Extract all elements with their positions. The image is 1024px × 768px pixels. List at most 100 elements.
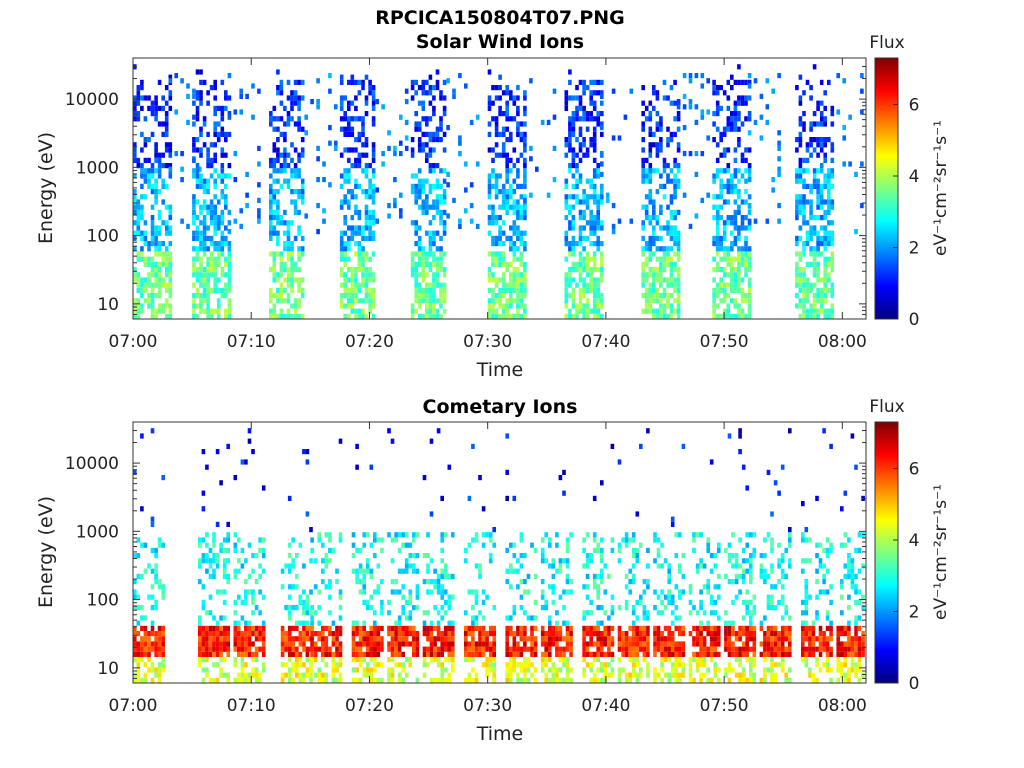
heatmap-cell: [208, 547, 213, 553]
heatmap-cell: [737, 256, 741, 262]
heatmap-cell: [220, 272, 225, 278]
heatmap-cell: [749, 558, 753, 564]
heatmap-cell: [589, 178, 593, 184]
heatmap-cell: [133, 105, 137, 111]
heatmap-cell: [731, 651, 735, 657]
heatmap-cell: [358, 646, 363, 652]
heatmap-cell: [209, 142, 214, 148]
heatmap-cell: [168, 78, 173, 84]
heatmap-cell: [491, 272, 495, 278]
heatmap-cell: [464, 83, 468, 89]
heatmap-cell: [816, 105, 820, 111]
heatmap-cell: [702, 657, 707, 663]
heatmap-cell: [357, 157, 362, 163]
heatmap-cell: [428, 131, 433, 137]
heatmap-cell: [458, 140, 462, 146]
heatmap-cell: [290, 313, 294, 319]
heatmap-cell: [164, 220, 169, 226]
heatmap-cell: [261, 636, 266, 642]
heatmap-cell: [143, 287, 148, 293]
heatmap-cell: [842, 161, 846, 167]
heatmap-cell: [752, 631, 757, 637]
heatmap-cell: [220, 189, 225, 195]
heatmap-cell: [269, 230, 273, 236]
heatmap-cell: [161, 163, 165, 169]
heatmap-cell: [439, 90, 443, 96]
heatmap-cell: [745, 532, 749, 538]
heatmap-cell: [233, 646, 238, 652]
heatmap-cell: [512, 657, 517, 663]
heatmap-cell: [607, 573, 611, 579]
heatmap-cell: [224, 152, 228, 158]
heatmap-cell: [335, 579, 339, 585]
heatmap-cell: [655, 287, 660, 293]
heatmap-cell: [442, 168, 447, 174]
heatmap-cell: [533, 667, 538, 673]
heatmap-cell: [199, 272, 203, 278]
heatmap-cell: [681, 641, 686, 647]
heatmap-cell: [512, 95, 517, 101]
heatmap-cell: [600, 111, 604, 117]
heatmap-cell: [428, 147, 433, 153]
heatmap-cell: [224, 235, 228, 241]
heatmap-cell: [819, 100, 824, 106]
heatmap-cell: [254, 625, 259, 631]
heatmap-cell: [233, 662, 238, 668]
heatmap-cell: [596, 584, 600, 590]
heatmap-cell: [222, 537, 227, 543]
heatmap-cell: [662, 79, 667, 85]
heatmap-cell: [471, 667, 475, 673]
heatmap-cell: [715, 157, 720, 163]
heatmap-cell: [509, 631, 513, 637]
heatmap-cell: [589, 194, 593, 200]
heatmap-cell: [678, 662, 682, 668]
heatmap-cell: [350, 267, 355, 273]
heatmap-cell: [364, 235, 369, 241]
heatmap-cell: [157, 542, 162, 548]
heatmap-cell: [354, 147, 358, 153]
heatmap-cell: [737, 194, 741, 200]
heatmap-cell: [404, 88, 409, 94]
heatmap-cell: [354, 137, 358, 143]
heatmap-cell: [485, 662, 489, 668]
heatmap-cell: [261, 651, 266, 657]
heatmap-cell: [399, 213, 403, 219]
heatmap-cell: [269, 163, 273, 169]
heatmap-cell: [816, 277, 820, 283]
heatmap-cell: [548, 563, 552, 569]
heatmap-cell: [596, 194, 600, 200]
heatmap-cell: [565, 547, 570, 553]
heatmap-cell: [417, 261, 422, 267]
heatmap-cell: [589, 651, 593, 657]
heatmap-cell: [747, 246, 752, 252]
heatmap-cell: [805, 230, 810, 236]
heatmap-cell: [362, 568, 366, 574]
heatmap-cell: [401, 532, 405, 538]
heatmap-cell: [428, 137, 433, 143]
heatmap-cell: [548, 620, 552, 626]
heatmap-cell: [272, 308, 277, 314]
heatmap-cell: [555, 542, 559, 548]
heatmap-cell: [224, 261, 228, 267]
heatmap-cell: [719, 235, 723, 241]
heatmap-cell: [655, 298, 660, 304]
heatmap-cell: [404, 542, 409, 548]
heatmap-cell: [662, 313, 667, 319]
heatmap-cell: [350, 272, 355, 278]
heatmap-cell: [469, 218, 474, 224]
heatmap-cell: [244, 459, 248, 465]
heatmap-cell: [848, 114, 852, 120]
heatmap-cell: [519, 537, 524, 543]
heatmap-cell: [498, 131, 502, 137]
heatmap-cell: [328, 73, 332, 79]
colorbar-tick-label: 0: [909, 310, 920, 330]
heatmap-cell: [343, 256, 347, 262]
heatmap-cell: [471, 620, 475, 626]
heatmap-cell: [309, 672, 313, 678]
heatmap-cell: [635, 662, 640, 668]
heatmap-cell: [509, 303, 513, 309]
heatmap-cell: [154, 152, 158, 158]
heatmap-cell: [498, 313, 502, 319]
heatmap-cell: [607, 625, 611, 631]
